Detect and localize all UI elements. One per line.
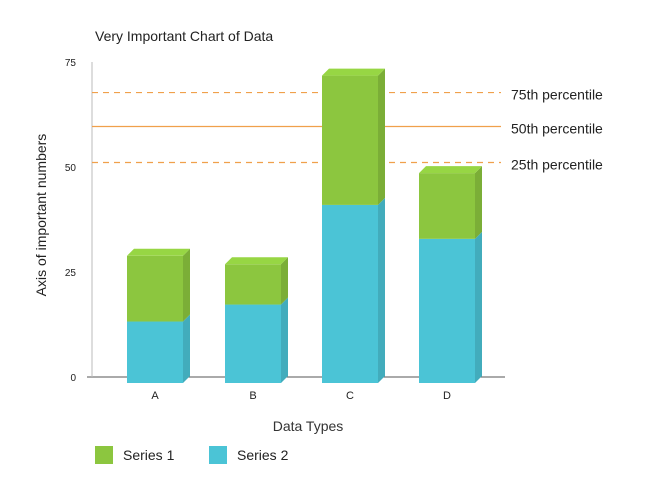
bar-D-series-1 [419,166,482,239]
legend-swatch-2 [209,446,227,464]
bar-front-D-2 [419,238,475,383]
bar-side-C-1 [378,68,385,205]
reference-lines: 75th percentile 50th percentile 25th perce… [92,87,603,173]
bar-top-C [322,68,385,76]
bar-front-C-1 [322,75,378,205]
y-axis-label: Axis of important numbers [33,134,49,297]
x-tick-label-B: B [249,390,256,402]
y-tick-label-2: 50 [65,163,77,174]
x-tick-labels: A B C D [151,390,451,402]
legend-label-1: Series 1 [123,447,175,463]
x-axis-label: Data Types [273,418,344,434]
bar-C-series-2 [322,197,385,383]
reference-line-label-2: 25th percentile [511,157,603,173]
reference-line-label-1: 50th percentile [511,120,603,136]
bar-top-D [419,166,482,174]
chart-title: Very Important Chart of Data [95,28,273,44]
legend-swatch-1 [95,446,113,464]
y-tick-label-1: 25 [65,268,77,279]
bar-side-D-1 [475,166,482,239]
y-tick-labels: 0 25 50 75 [65,58,77,384]
bar-B-series-2 [225,297,288,383]
x-tick-label-D: D [443,390,451,402]
bars-group [127,68,482,383]
bar-front-B-1 [225,264,281,305]
y-tick-label-0: 0 [70,373,76,384]
bar-front-B-2 [225,304,281,383]
legend: Series 1 Series 2 [95,446,289,464]
bar-front-D-1 [419,173,475,239]
y-tick-label-3: 75 [65,58,77,69]
bar-side-D-2 [475,231,482,383]
bar-C-series-1 [322,68,385,205]
x-tick-label-C: C [346,390,354,402]
bar-side-B-2 [281,297,288,383]
bar-side-A-1 [183,248,190,322]
bar-front-C-2 [322,204,378,383]
bar-top-A [127,248,190,256]
bar-D-series-2 [419,231,482,383]
bar-side-A-2 [183,314,190,383]
bar-A-series-2 [127,314,190,383]
x-tick-label-A: A [151,390,159,402]
bar-A-series-1 [127,248,190,322]
bar-front-A-1 [127,255,183,322]
reference-line-label-0: 75th percentile [511,87,603,103]
bar-B-series-1 [225,257,288,305]
legend-label-2: Series 2 [237,447,289,463]
bar-side-C-2 [378,197,385,383]
bar-front-A-2 [127,321,183,383]
bar-side-B-1 [281,257,288,305]
bar-top-B [225,257,288,265]
